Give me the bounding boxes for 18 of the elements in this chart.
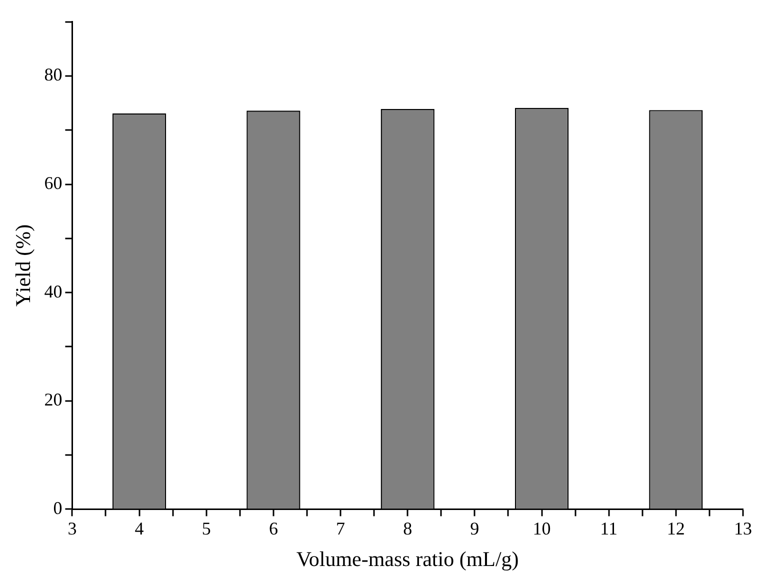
x-tick-label: 11 bbox=[600, 518, 618, 539]
y-tick-label: 60 bbox=[44, 173, 62, 193]
x-tick-label: 9 bbox=[470, 518, 480, 539]
x-tick-label: 8 bbox=[403, 518, 412, 539]
x-tick-label: 6 bbox=[268, 518, 278, 539]
x-axis-title: Volume-mass ratio (mL/g) bbox=[296, 546, 519, 571]
x-tick-label: 13 bbox=[734, 518, 752, 539]
x-tick-label: 10 bbox=[532, 518, 551, 539]
x-tick-label: 7 bbox=[336, 518, 346, 539]
x-tick-label: 3 bbox=[68, 518, 77, 539]
x-tick-label: 12 bbox=[666, 518, 685, 539]
y-tick-label: 0 bbox=[53, 498, 62, 518]
y-axis-title: Yield (%) bbox=[11, 224, 36, 307]
x-tick-label: 4 bbox=[134, 518, 144, 539]
y-tick-label: 20 bbox=[44, 390, 62, 410]
x-tick-label: 5 bbox=[202, 518, 211, 539]
y-tick-label: 80 bbox=[44, 64, 62, 85]
y-tick-label: 40 bbox=[44, 281, 62, 302]
